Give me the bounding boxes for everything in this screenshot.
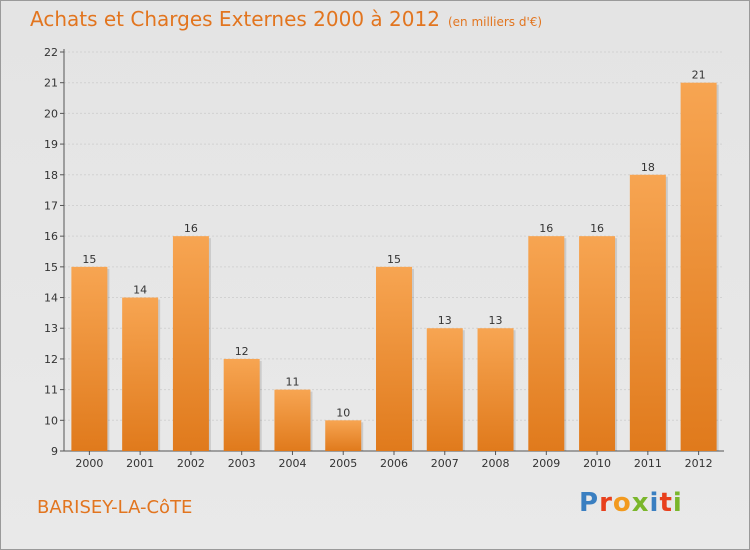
logo-letter: o (612, 488, 632, 518)
logo-letter: i (672, 488, 683, 518)
y-tick-label: 18 (44, 169, 58, 182)
x-tick-label: 2004 (278, 457, 306, 470)
x-tick-label: 2003 (228, 457, 256, 470)
y-tick-label: 22 (44, 46, 58, 59)
logo-letter: r (599, 488, 613, 518)
y-tick-label: 20 (44, 107, 58, 120)
logo-letter: x (631, 488, 650, 518)
y-tick-label: 9 (51, 445, 58, 458)
chart-unit: (en milliers d'€) (447, 15, 543, 29)
x-tick-label: 2009 (532, 457, 560, 470)
data-labels: 15 14 16 12 11 10 15 13 13 16 16 18 21 (82, 69, 705, 420)
x-tick-label: 2007 (431, 457, 459, 470)
data-label: 13 (489, 314, 503, 327)
bar (325, 420, 362, 451)
commune-name: BARISEY-LA-CôTE (37, 497, 193, 518)
logo-letter: t (659, 488, 673, 518)
data-label: 18 (641, 161, 655, 174)
data-label: 12 (235, 345, 249, 358)
bar (680, 82, 717, 451)
x-tick-label: 2011 (634, 457, 662, 470)
x-tick-label: 2012 (685, 457, 713, 470)
chart-title: Achats et Charges Externes 2000 à 2012 (e… (30, 7, 542, 31)
data-label: 14 (133, 284, 147, 297)
x-tick-label: 2006 (380, 457, 408, 470)
data-label: 13 (438, 314, 452, 327)
x-tick-label: 2005 (329, 457, 357, 470)
bar (426, 328, 463, 451)
logo-letter: P (579, 488, 600, 518)
data-label: 15 (82, 253, 96, 266)
logo-letter: i (649, 488, 660, 518)
y-tick-label: 12 (44, 353, 58, 366)
data-label: 11 (285, 376, 299, 389)
data-label: 21 (692, 69, 706, 82)
bar (528, 236, 565, 451)
x-tick-label: 2008 (482, 457, 510, 470)
y-tick-label: 17 (44, 199, 58, 212)
x-tick-label: 2000 (75, 457, 103, 470)
data-label: 15 (387, 253, 401, 266)
bar (274, 389, 311, 451)
y-tick-label: 14 (44, 292, 58, 305)
bar (223, 358, 260, 451)
y-tick-label: 11 (44, 384, 58, 397)
data-label: 16 (184, 222, 198, 235)
bar (579, 236, 616, 451)
y-tick-label: 19 (44, 138, 58, 151)
y-tick-label: 15 (44, 261, 58, 274)
bar (376, 266, 412, 451)
bars (71, 82, 719, 451)
bar (71, 266, 108, 451)
data-label: 10 (336, 406, 350, 419)
y-tick-label: 16 (44, 230, 58, 243)
y-tick-label: 21 (44, 77, 58, 90)
bar (172, 236, 209, 451)
y-tick-label: 10 (44, 414, 58, 427)
data-label: 16 (590, 222, 604, 235)
proxiti-logo: Proxiti (579, 488, 683, 518)
x-tick-label: 2010 (583, 457, 611, 470)
x-tick-label: 2001 (126, 457, 154, 470)
bar (122, 297, 159, 451)
chart-title-text: Achats et Charges Externes 2000 à 2012 (30, 7, 440, 31)
x-tick-label: 2002 (177, 457, 205, 470)
bar (629, 174, 666, 451)
data-label: 16 (539, 222, 553, 235)
bar (477, 328, 514, 451)
y-tick-label: 13 (44, 322, 58, 335)
